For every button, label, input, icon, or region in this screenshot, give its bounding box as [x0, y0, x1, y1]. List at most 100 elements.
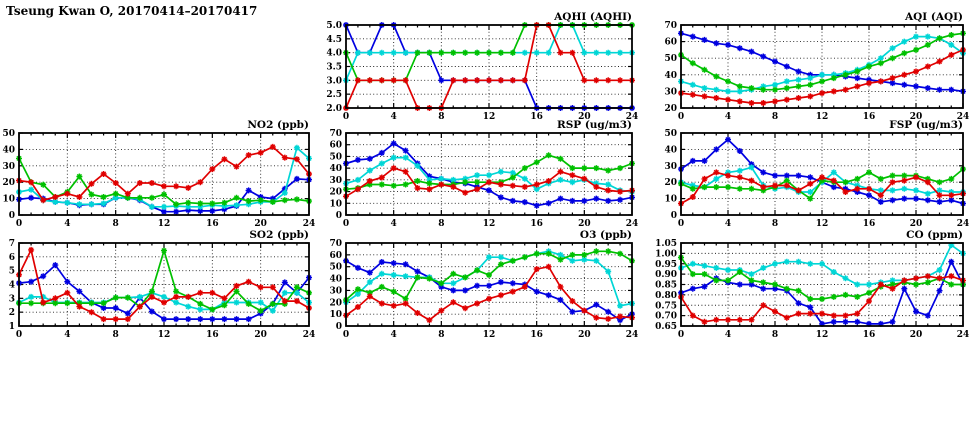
- svg-text:4: 4: [391, 330, 397, 340]
- svg-text:20: 20: [329, 188, 342, 198]
- svg-text:4: 4: [725, 219, 731, 229]
- svg-text:16: 16: [863, 112, 876, 122]
- svg-text:0: 0: [343, 112, 349, 122]
- svg-text:0: 0: [336, 211, 342, 221]
- chart-plot-co: 0.650.700.750.800.850.900.951.001.05 0 4 8 1…: [655, 239, 969, 340]
- svg-text:0.65: 0.65: [655, 322, 677, 332]
- svg-text:0: 0: [678, 112, 684, 122]
- svg-text:10: 10: [2, 195, 15, 205]
- svg-text:20: 20: [910, 112, 923, 122]
- svg-text:40: 40: [329, 164, 342, 174]
- chart-plot-aqhi: 2.0 2.5 3.0 3.5 4.0 4.5 5.0 0 4 8 12 16 20 24: [326, 21, 638, 122]
- svg-text:12: 12: [816, 112, 829, 122]
- svg-text:20: 20: [664, 104, 677, 114]
- svg-text:60: 60: [329, 251, 342, 261]
- svg-text:60: 60: [329, 141, 342, 151]
- svg-text:70: 70: [664, 21, 677, 31]
- svg-text:0: 0: [671, 211, 677, 221]
- svg-text:40: 40: [664, 145, 677, 155]
- svg-text:8: 8: [113, 219, 119, 229]
- svg-text:20: 20: [329, 298, 342, 308]
- svg-text:50: 50: [664, 54, 677, 64]
- svg-text:20: 20: [254, 330, 267, 340]
- svg-text:4: 4: [391, 219, 397, 229]
- svg-text:1.00: 1.00: [655, 249, 677, 259]
- chart-co: CO (ppm) 0.65 0.70 0.75 0.80 0.85 0.90 0.95 1.0…: [655, 229, 969, 340]
- svg-text:24: 24: [626, 112, 639, 122]
- svg-text:20: 20: [578, 219, 591, 229]
- svg-text:60: 60: [664, 38, 677, 48]
- chart-so2: SO2 (ppb) 1 2 3 4 5 6 7 0 4 8 12 16 20 24: [9, 229, 316, 340]
- svg-text:8: 8: [438, 219, 444, 229]
- chart-no2: NO2 (ppb) 0 10 20 30 40 50 0 4 8 12 16 20 24: [2, 119, 315, 229]
- svg-text:6: 6: [9, 253, 15, 263]
- svg-text:4.5: 4.5: [326, 35, 342, 45]
- svg-text:24: 24: [303, 330, 316, 340]
- chart-title-fsp: FSP (ug/m3): [889, 119, 963, 131]
- svg-text:1.05: 1.05: [655, 239, 677, 249]
- chart-title-aqi: AQI (AQI): [904, 11, 963, 23]
- svg-text:24: 24: [957, 330, 970, 340]
- svg-text:8: 8: [113, 330, 119, 340]
- chart-plot-aqi: 20 30 40 50 60 70 0 4 8 12 16 20 24: [664, 21, 969, 122]
- svg-text:0.80: 0.80: [655, 291, 677, 301]
- svg-text:16: 16: [863, 330, 876, 340]
- svg-text:10: 10: [664, 195, 677, 205]
- svg-text:30: 30: [329, 286, 342, 296]
- svg-text:30: 30: [664, 162, 677, 172]
- svg-text:0: 0: [678, 219, 684, 229]
- svg-text:16: 16: [206, 330, 219, 340]
- svg-text:2: 2: [9, 308, 15, 318]
- chart-plot-fsp: 0 10 20 30 40 50 0 4 8 12 16 20 24: [664, 129, 969, 229]
- svg-text:10: 10: [329, 199, 342, 209]
- svg-text:2.5: 2.5: [326, 90, 342, 100]
- svg-text:0: 0: [16, 330, 22, 340]
- svg-text:0: 0: [678, 330, 684, 340]
- svg-text:70: 70: [329, 129, 342, 139]
- svg-text:70: 70: [329, 239, 342, 249]
- svg-text:40: 40: [664, 71, 677, 81]
- svg-text:0: 0: [336, 322, 342, 332]
- svg-text:24: 24: [626, 330, 639, 340]
- svg-text:24: 24: [957, 219, 970, 229]
- svg-text:16: 16: [530, 112, 543, 122]
- svg-text:12: 12: [483, 330, 496, 340]
- svg-text:4: 4: [64, 330, 70, 340]
- svg-text:24: 24: [303, 219, 316, 229]
- chart-title-co: CO (ppm): [906, 229, 963, 241]
- svg-text:50: 50: [664, 129, 677, 139]
- svg-text:8: 8: [772, 219, 778, 229]
- svg-text:12: 12: [483, 219, 496, 229]
- svg-text:16: 16: [863, 219, 876, 229]
- svg-text:50: 50: [329, 263, 342, 273]
- svg-text:16: 16: [206, 219, 219, 229]
- svg-text:12: 12: [816, 219, 829, 229]
- chart-title-rsp: RSP (ug/m3): [556, 119, 632, 131]
- svg-text:0.75: 0.75: [655, 301, 677, 311]
- svg-text:8: 8: [438, 330, 444, 340]
- svg-text:50: 50: [2, 129, 15, 139]
- svg-text:0: 0: [16, 219, 22, 229]
- svg-text:30: 30: [2, 162, 15, 172]
- chart-o3: O3 (ppb) 0 10 20 30 40 50 60 70 0 4 8 12 16 20 24: [329, 229, 638, 340]
- svg-text:30: 30: [664, 87, 677, 97]
- svg-text:0.70: 0.70: [655, 312, 677, 322]
- chart-aqi: AQI (AQI) 20 30 40 50 60 70 0 4 8 12 16 20 24: [664, 11, 969, 122]
- svg-text:5.0: 5.0: [326, 21, 342, 31]
- chart-aqhi: AQHI (AQHI) 2.0 2.5 3.0 3.5 4.0 4.5 5.0 0 4 8 12 16…: [326, 11, 638, 122]
- chart-title-no2: NO2 (ppb): [247, 119, 309, 131]
- svg-text:16: 16: [530, 330, 543, 340]
- svg-text:24: 24: [957, 112, 970, 122]
- page-title: Tseung Kwan O, 20170414–20170417: [6, 4, 258, 18]
- svg-text:5: 5: [9, 267, 15, 277]
- svg-text:4: 4: [64, 219, 70, 229]
- chart-fsp: FSP (ug/m3) 0 10 20 30 40 50 0 4 8 12 16 20 24: [664, 119, 969, 229]
- svg-text:12: 12: [158, 330, 171, 340]
- svg-text:4: 4: [725, 112, 731, 122]
- svg-text:4.0: 4.0: [326, 49, 342, 59]
- chart-title-aqhi: AQHI (AQHI): [554, 11, 632, 23]
- svg-text:8: 8: [772, 112, 778, 122]
